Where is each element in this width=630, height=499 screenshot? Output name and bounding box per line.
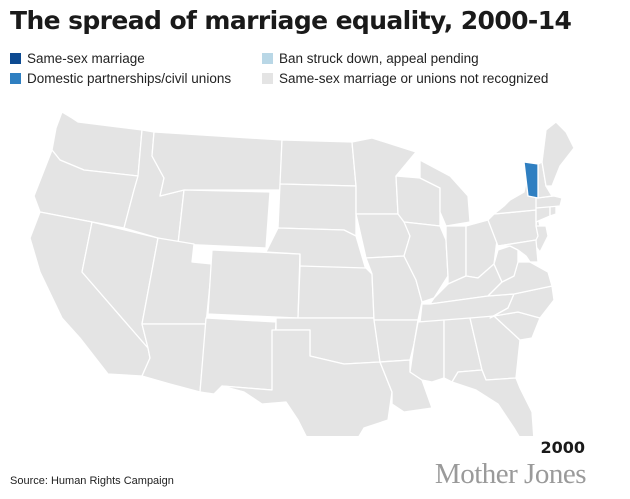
state-louisiana xyxy=(379,359,433,413)
state-florida xyxy=(451,369,535,436)
source-note: Source: Human Rights Campaign xyxy=(10,475,174,487)
state-wyoming xyxy=(177,189,271,249)
legend-label: Same-sex marriage xyxy=(27,51,145,66)
legend-item-civil-unions: Domestic partnerships/civil unions xyxy=(10,71,231,86)
legend-label: Same-sex marriage or unions not recogniz… xyxy=(279,71,549,86)
legend-swatch-civil-unions xyxy=(10,73,21,84)
us-map-svg xyxy=(29,111,575,436)
state-north-carolina xyxy=(489,285,555,319)
state-indiana xyxy=(445,225,467,285)
state-north-dakota xyxy=(279,139,357,187)
legend-swatch-ban-struck-down xyxy=(262,53,273,64)
state-maryland xyxy=(497,239,539,263)
state-montana xyxy=(151,131,283,197)
state-maine xyxy=(541,121,575,187)
states-layer xyxy=(29,111,575,436)
state-rhode-island xyxy=(549,205,557,217)
legend-item-same-sex-marriage: Same-sex marriage xyxy=(10,51,145,66)
state-colorado xyxy=(207,249,301,319)
state-kansas xyxy=(297,265,375,319)
state-texas xyxy=(221,329,393,436)
state-arkansas xyxy=(373,319,419,363)
legend-swatch-not-recognized xyxy=(262,73,273,84)
state-vermont xyxy=(523,161,539,199)
legend-swatch-same-sex-marriage xyxy=(10,53,21,64)
state-iowa xyxy=(355,213,411,259)
legend-item-not-recognized: Same-sex marriage or unions not recogniz… xyxy=(262,71,548,86)
brand-logo: Mother Jones xyxy=(434,458,587,490)
year-label: 2000 xyxy=(540,438,585,457)
state-new-jersey xyxy=(533,225,549,253)
legend-label: Ban struck down, appeal pending xyxy=(279,51,479,66)
chart-title: The spread of marriage equality, 2000-14 xyxy=(10,6,572,35)
us-map xyxy=(0,96,630,436)
state-arizona xyxy=(141,323,207,393)
state-new-mexico xyxy=(199,317,277,395)
legend-label: Domestic partnerships/civil unions xyxy=(27,71,232,86)
state-west-virginia xyxy=(493,245,519,283)
legend-item-ban-struck-down: Ban struck down, appeal pending xyxy=(262,51,479,66)
state-illinois xyxy=(403,221,449,303)
highlighted-states-layer xyxy=(523,161,539,199)
legend: Same-sex marriage Ban struck down, appea… xyxy=(10,50,610,94)
